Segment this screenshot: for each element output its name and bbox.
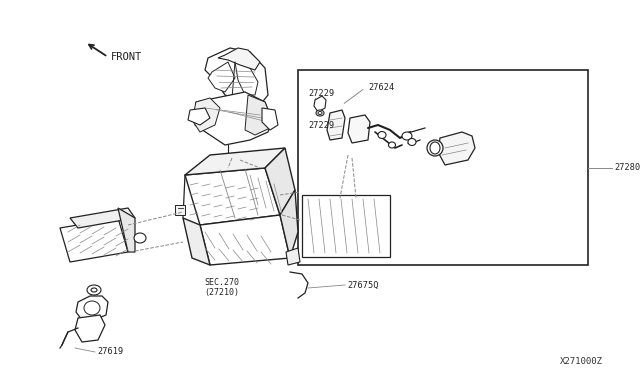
Polygon shape: [195, 92, 272, 145]
Polygon shape: [235, 62, 258, 95]
Polygon shape: [118, 208, 135, 252]
Polygon shape: [76, 296, 108, 320]
Ellipse shape: [378, 131, 386, 138]
Polygon shape: [60, 218, 128, 262]
Text: SEC.270
(27210): SEC.270 (27210): [205, 278, 239, 297]
Text: 27229: 27229: [308, 121, 334, 129]
Polygon shape: [188, 108, 210, 125]
Bar: [298, 70, 588, 265]
Polygon shape: [192, 98, 220, 132]
Polygon shape: [208, 62, 235, 92]
Polygon shape: [314, 96, 326, 112]
Polygon shape: [224, 155, 232, 162]
Ellipse shape: [87, 285, 101, 295]
Polygon shape: [75, 315, 105, 342]
Polygon shape: [185, 168, 280, 225]
Polygon shape: [286, 248, 300, 265]
Polygon shape: [175, 205, 185, 215]
Ellipse shape: [84, 301, 100, 315]
Text: X271000Z: X271000Z: [560, 357, 603, 366]
Polygon shape: [348, 115, 370, 143]
Polygon shape: [438, 132, 475, 165]
Ellipse shape: [91, 288, 97, 292]
Text: FRONT: FRONT: [111, 52, 142, 62]
Ellipse shape: [318, 112, 322, 115]
Polygon shape: [280, 190, 298, 258]
Polygon shape: [245, 95, 272, 135]
Polygon shape: [185, 148, 285, 175]
Polygon shape: [218, 48, 260, 70]
Text: 27675Q: 27675Q: [347, 280, 378, 289]
Ellipse shape: [134, 233, 146, 243]
Polygon shape: [327, 110, 345, 140]
Text: 27624: 27624: [368, 83, 394, 93]
Polygon shape: [265, 148, 295, 215]
Bar: [302, 195, 390, 257]
Text: 27619: 27619: [97, 347, 124, 356]
Ellipse shape: [316, 110, 324, 116]
Ellipse shape: [427, 140, 443, 156]
Polygon shape: [200, 215, 290, 265]
Polygon shape: [430, 144, 436, 153]
Ellipse shape: [402, 132, 412, 140]
Ellipse shape: [408, 138, 416, 145]
Polygon shape: [262, 108, 278, 130]
Ellipse shape: [430, 142, 440, 154]
Polygon shape: [183, 218, 210, 265]
Text: 27229: 27229: [308, 89, 334, 97]
Ellipse shape: [388, 142, 396, 148]
Text: 27280M: 27280M: [614, 164, 640, 173]
Polygon shape: [70, 208, 135, 228]
Polygon shape: [205, 48, 268, 105]
